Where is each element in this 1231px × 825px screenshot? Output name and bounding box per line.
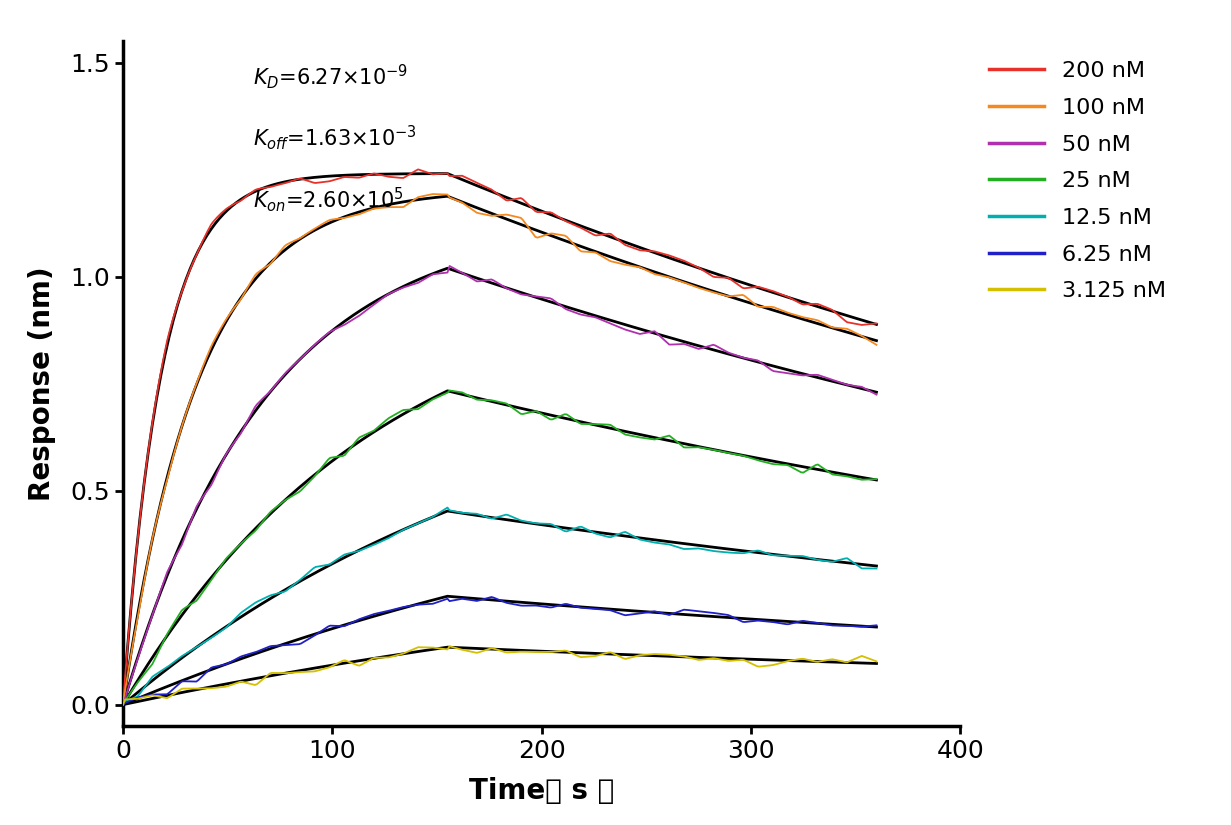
Y-axis label: Response (nm): Response (nm): [28, 266, 57, 501]
Text: $K_{off}$=1.63×10$^{-3}$: $K_{off}$=1.63×10$^{-3}$: [252, 124, 417, 153]
Text: $K_D$=6.27×10$^{-9}$: $K_D$=6.27×10$^{-9}$: [252, 62, 407, 91]
X-axis label: Time（ s ）: Time（ s ）: [469, 777, 614, 805]
Text: $K_{on}$=2.60×10$^{5}$: $K_{on}$=2.60×10$^{5}$: [252, 185, 404, 214]
Legend: 200 nM, 100 nM, 50 nM, 25 nM, 12.5 nM, 6.25 nM, 3.125 nM: 200 nM, 100 nM, 50 nM, 25 nM, 12.5 nM, 6…: [980, 52, 1174, 310]
